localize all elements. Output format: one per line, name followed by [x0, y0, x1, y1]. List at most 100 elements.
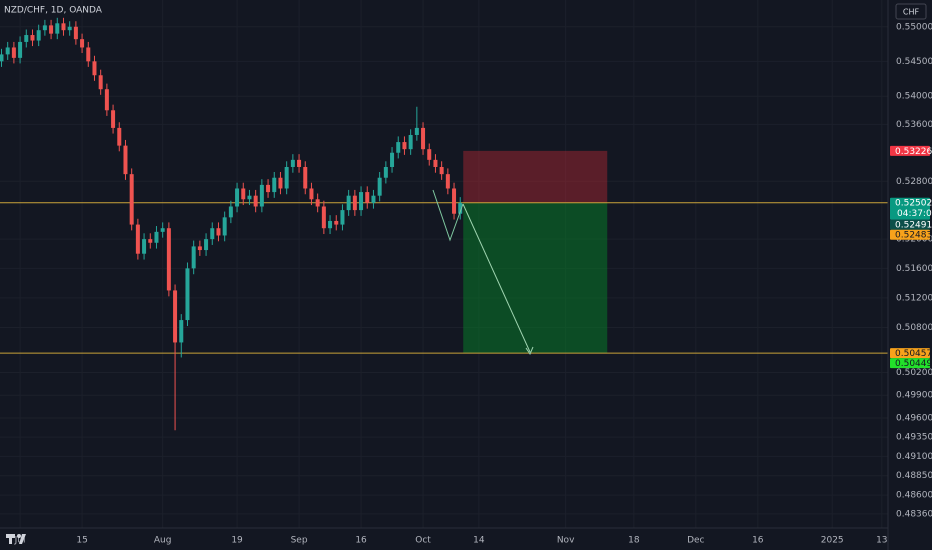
candle-body	[284, 166, 289, 189]
y-tick-label: 0.52800	[896, 177, 932, 187]
y-tick-label: 0.48360	[896, 509, 932, 519]
candle-body	[371, 195, 376, 203]
x-tick-label: 16	[355, 536, 367, 546]
y-tick-label: 0.51200	[896, 293, 932, 303]
candle-body	[111, 110, 116, 128]
candle-body	[241, 188, 246, 200]
candle-body	[216, 228, 221, 236]
x-tick-label: 2025	[821, 536, 844, 546]
price-tag	[890, 348, 930, 359]
candle-body	[315, 199, 320, 207]
candle-body	[396, 142, 401, 153]
candle-body	[427, 149, 432, 160]
candle-body	[104, 89, 109, 111]
x-tick-label: Jul	[14, 536, 26, 546]
candle-body	[11, 47, 16, 58]
pattern-drawing	[432, 189, 464, 242]
candle-body	[210, 228, 215, 240]
candle-body	[328, 220, 333, 229]
y-tick-label: 0.54500	[896, 57, 932, 67]
y-tick-label: 0.54000	[896, 92, 932, 102]
arrow-head	[525, 346, 534, 356]
candle-body	[123, 145, 128, 175]
candle-body	[30, 35, 35, 41]
y-tick-label: 0.51600	[896, 264, 932, 274]
candle-body	[185, 268, 190, 321]
axes: 0.550000.545000.540000.536000.528000.520…	[14, 22, 932, 545]
candle-body	[18, 41, 23, 58]
candle-body	[458, 202, 463, 214]
price-tag-label: 0.50457	[895, 349, 932, 359]
candle-body	[5, 47, 10, 55]
candle-body	[191, 246, 196, 269]
candle-body	[222, 217, 227, 236]
candle-body	[359, 192, 364, 211]
price-tag-label: 0.52491	[895, 221, 932, 231]
y-tick-label: 0.49350	[896, 433, 932, 443]
candle-body	[272, 177, 277, 193]
symbol-title: NZD/CHF, 1D, OANDA	[4, 6, 103, 16]
candle-body	[154, 231, 159, 243]
candle-body	[253, 195, 258, 207]
x-tick-label: 16	[752, 536, 764, 546]
x-tick-label: 15	[76, 536, 87, 546]
candle-body	[80, 39, 85, 48]
x-tick-label: Dec	[687, 536, 704, 546]
candle-body	[55, 23, 60, 34]
candle-body	[160, 228, 165, 232]
y-tick-label: 0.55000	[896, 22, 932, 32]
candle-body	[259, 184, 264, 207]
candle-body	[117, 127, 122, 146]
candle-body	[303, 166, 308, 189]
candle-body	[390, 152, 395, 167]
candle-body	[383, 166, 388, 178]
candle-body	[321, 206, 326, 229]
candle-body	[414, 127, 419, 135]
candle-body	[439, 166, 444, 175]
candle-body	[67, 26, 72, 31]
candle-body	[142, 239, 147, 254]
candle-body	[235, 188, 240, 207]
candle-body	[197, 246, 202, 251]
price-tag-label: 0.50449	[895, 359, 932, 369]
candle-body	[204, 239, 209, 251]
y-tick-label: 0.49900	[896, 391, 932, 401]
y-tick-label: 0.49600	[896, 414, 932, 424]
x-tick-label: Nov	[557, 536, 575, 546]
target-zone	[463, 202, 608, 354]
price-tag	[890, 145, 930, 156]
x-tick-label: 14	[473, 536, 485, 546]
candle-body	[365, 192, 370, 203]
candle-body	[173, 290, 178, 343]
candle-body	[377, 177, 382, 196]
tv-logo	[6, 534, 26, 544]
stop-zone	[463, 150, 608, 203]
price-tag	[890, 358, 930, 369]
y-tick-label: 0.50800	[896, 323, 932, 333]
price-tag	[890, 229, 930, 240]
currency-box[interactable]	[895, 3, 927, 20]
candle-body	[98, 75, 103, 90]
candle-body	[309, 188, 314, 200]
candle-body	[86, 47, 91, 62]
currency-label[interactable]: CHF	[903, 8, 920, 17]
grid	[0, 0, 888, 528]
candle-body	[421, 127, 426, 150]
candle-body	[266, 184, 271, 193]
candle-body	[61, 23, 66, 31]
candle-body	[408, 134, 413, 150]
candle-body	[340, 210, 345, 225]
candles	[0, 17, 463, 431]
candle-body	[290, 159, 295, 167]
candle-body	[297, 159, 302, 167]
x-tick-label: Aug	[154, 536, 172, 546]
candle-body	[452, 188, 457, 214]
candle-body	[179, 320, 184, 343]
candle-body	[73, 26, 78, 40]
candle-body	[129, 174, 134, 225]
candle-body	[402, 142, 407, 150]
x-tick-label: Oct	[415, 536, 431, 546]
price-tag-label: 0.52483	[895, 231, 932, 241]
